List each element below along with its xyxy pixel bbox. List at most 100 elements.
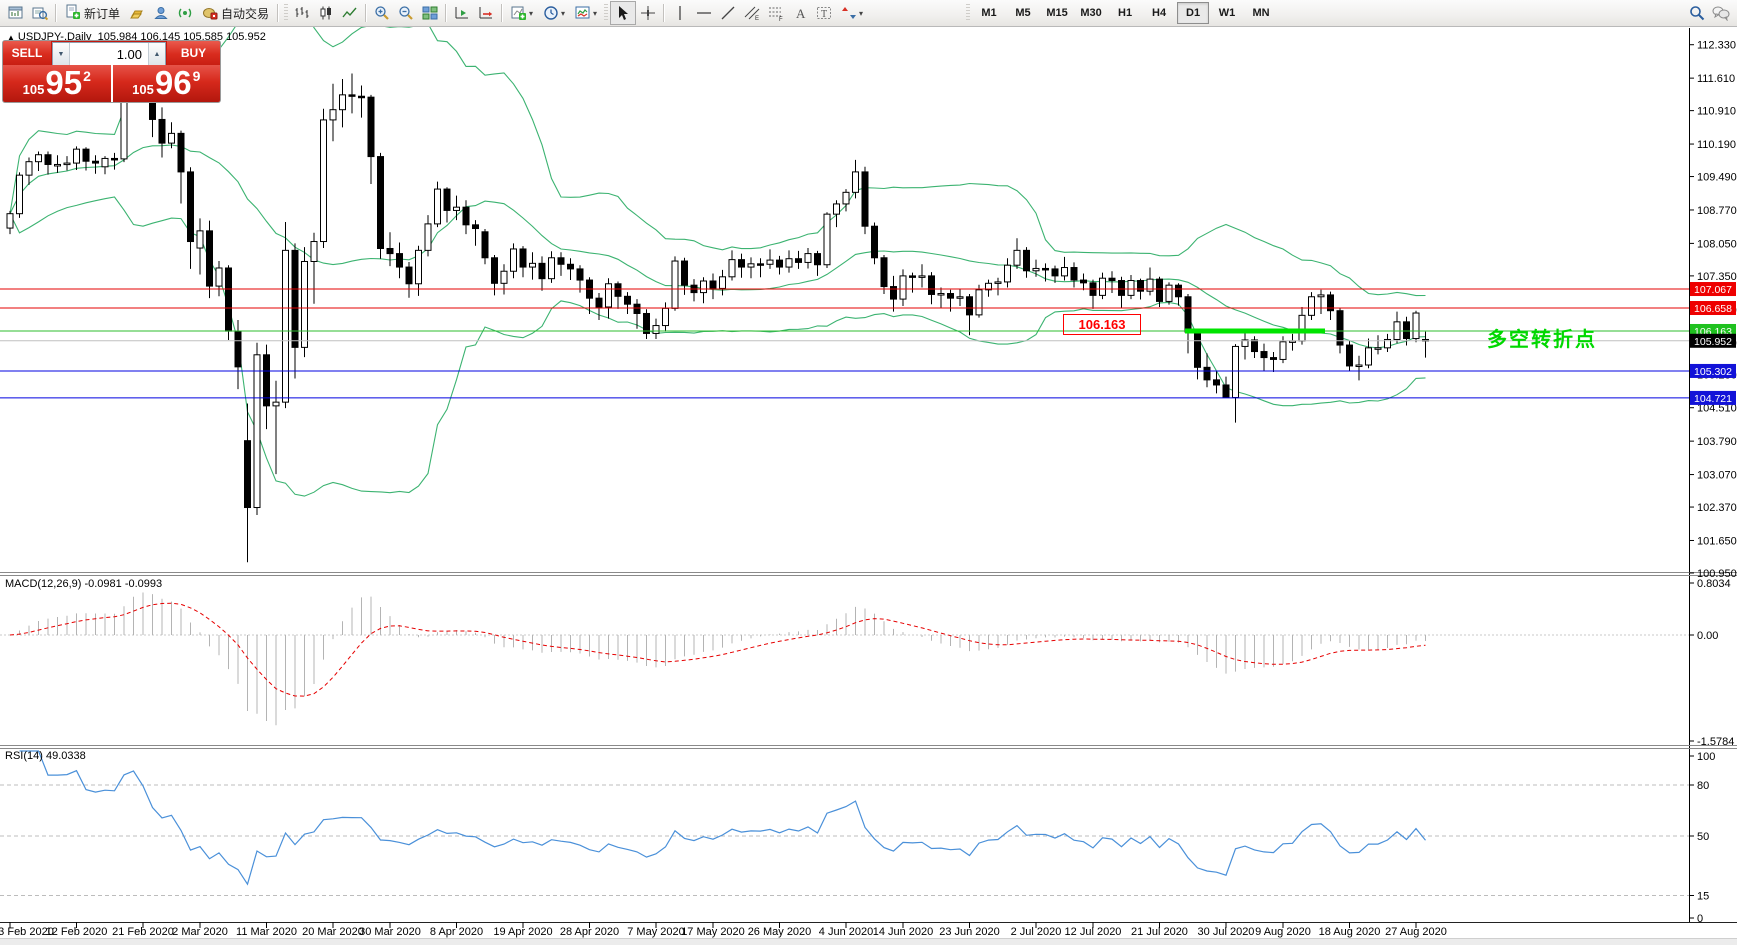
- rsi-pane-label: RSI(14) 49.0338: [5, 750, 86, 762]
- bar-chart-button[interactable]: [290, 2, 314, 24]
- candlestick-chart-button[interactable]: [314, 2, 338, 24]
- timeframe-H1-button[interactable]: H1: [1118, 7, 1133, 19]
- zoom-in-button[interactable]: [370, 2, 394, 24]
- buy-button[interactable]: BUY: [167, 41, 220, 65]
- auto-scroll-button[interactable]: [450, 2, 474, 24]
- autotrading-button[interactable]: 自动交易: [197, 2, 274, 24]
- line-chart-button[interactable]: [338, 2, 362, 24]
- date-label: 21 Jul 2020: [1131, 926, 1188, 938]
- candle-body: [168, 132, 175, 144]
- candle-body: [937, 293, 945, 296]
- timeframe-D1-button[interactable]: D1: [1177, 2, 1210, 24]
- arrows-button[interactable]: ▾: [836, 2, 868, 24]
- candle-body: [1346, 344, 1353, 367]
- volume-stepper: ▼ 1.00 ▲: [52, 42, 166, 66]
- price-level-annotation-box[interactable]: 106.163: [1063, 314, 1141, 335]
- candle-body: [776, 259, 783, 268]
- candle-body: [1099, 277, 1106, 296]
- timeframe-H4-button[interactable]: H4: [1152, 7, 1167, 19]
- chat-icon[interactable]: [1709, 2, 1733, 24]
- fibonacci-button[interactable]: F: [764, 2, 788, 24]
- turning-point-annotation[interactable]: 多空转折点: [1487, 329, 1597, 351]
- symbol-collapse-arrow[interactable]: ▲: [7, 33, 15, 42]
- candle-body: [187, 171, 194, 243]
- trendline-button[interactable]: [716, 2, 740, 24]
- toolbar-separator: [277, 4, 280, 22]
- rsi-axis-label: 50: [1697, 831, 1709, 843]
- buy-price-sup: 9: [192, 68, 201, 84]
- equidistant-channel-button[interactable]: E: [740, 2, 764, 24]
- new-order-label: 新订单: [84, 6, 121, 21]
- timeframe-W1-button[interactable]: W1: [1218, 7, 1236, 19]
- candle-body: [310, 241, 318, 262]
- community-icon[interactable]: [149, 2, 173, 24]
- date-label: 28 Apr 2020: [560, 926, 619, 938]
- date-label: 14 Jun 2020: [873, 926, 934, 938]
- search-icon[interactable]: [1685, 2, 1709, 24]
- candle-body: [529, 262, 536, 268]
- autotrading-icon: [202, 4, 218, 23]
- date-label: 2 Mar 2020: [172, 926, 228, 938]
- candle-body: [25, 161, 33, 176]
- chart-shift-button[interactable]: [474, 2, 498, 24]
- price-tick-label: 104.510: [1697, 403, 1737, 415]
- autotrading-label: 自动交易: [221, 6, 270, 21]
- date-label: 11 Mar 2020: [236, 926, 297, 938]
- candle-body: [244, 440, 251, 509]
- vertical-line-button[interactable]: [668, 2, 692, 24]
- zoom-out-button[interactable]: [394, 2, 418, 24]
- signals-icon[interactable]: [173, 2, 197, 24]
- indicators-button[interactable]: ▾: [506, 2, 538, 24]
- candle-body: [1241, 339, 1249, 347]
- market-icon[interactable]: [125, 2, 149, 24]
- cursor-button[interactable]: [610, 1, 637, 25]
- candle-body: [1317, 294, 1325, 298]
- text-button[interactable]: A: [788, 2, 812, 24]
- volume-field[interactable]: 1.00: [116, 46, 142, 62]
- timeframe-MN-button[interactable]: MN: [1252, 7, 1270, 19]
- candle-body: [747, 263, 755, 268]
- sell-button[interactable]: SELL: [3, 41, 51, 65]
- candle-body: [643, 312, 650, 334]
- profiles-button[interactable]: [28, 2, 52, 24]
- price-tick-label: 103.790: [1697, 436, 1737, 448]
- new-order-button[interactable]: 新订单: [60, 2, 125, 24]
- candle-body: [899, 275, 907, 300]
- volume-increase-button[interactable]: ▲: [148, 43, 165, 65]
- candle-body: [177, 132, 185, 173]
- timeframe-M1-button[interactable]: M1: [981, 7, 997, 19]
- timeframe-M30-button[interactable]: M30: [1080, 7, 1102, 19]
- new-chart-button[interactable]: [4, 2, 28, 24]
- candle-body: [234, 330, 242, 368]
- candle-body: [1222, 384, 1230, 399]
- price-label-resistance: [1690, 282, 1736, 297]
- candle-body: [1013, 249, 1021, 266]
- date-label: 26 May 2020: [748, 926, 812, 938]
- candle-body: [1165, 284, 1173, 302]
- candle-body: [994, 281, 1002, 284]
- templates-button[interactable]: ▾: [570, 2, 602, 24]
- text-label-button[interactable]: T: [812, 2, 836, 24]
- timeframe-M15-button[interactable]: M15: [1046, 7, 1068, 19]
- timeframe-M5-button[interactable]: M5: [1015, 7, 1031, 19]
- buy-price-display[interactable]: 105 96 9: [112, 65, 220, 102]
- periods-button[interactable]: ▾: [538, 2, 570, 24]
- price-label-support: [1690, 363, 1736, 378]
- candle-body: [481, 231, 489, 259]
- candle-body: [614, 283, 622, 297]
- horizontal-line-button[interactable]: [692, 2, 716, 24]
- tile-windows-button[interactable]: [418, 2, 442, 24]
- date-label: 3 Feb 2020: [0, 926, 54, 938]
- toolbar-grip: [966, 4, 971, 22]
- sell-price-display[interactable]: 105 95 2: [3, 65, 111, 102]
- candle-body: [1403, 321, 1410, 340]
- sell-price-sup: 2: [83, 68, 91, 84]
- candle-body: [852, 171, 859, 193]
- volume-decrease-button[interactable]: ▼: [53, 43, 70, 65]
- crosshair-button[interactable]: [636, 2, 660, 24]
- price-axis[interactable]: 112.330 111.610 110.910 110.190 109.490 108.7…: [1689, 40, 1737, 580]
- price-label-text: 105.302: [1694, 366, 1732, 378]
